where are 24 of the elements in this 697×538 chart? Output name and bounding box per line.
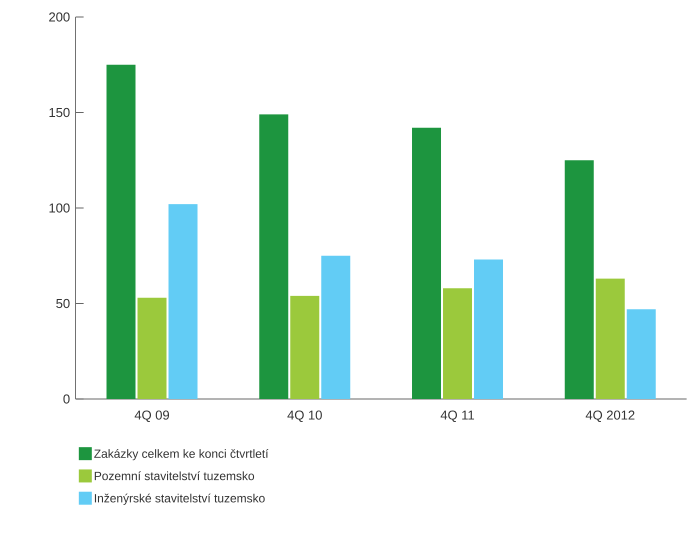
- bar: [412, 128, 442, 399]
- bar: [474, 260, 504, 399]
- bar: [564, 160, 594, 399]
- bar: [596, 278, 625, 399]
- y-tick-label: 100: [49, 203, 70, 213]
- y-tick-label: 150: [49, 108, 70, 118]
- bar: [290, 296, 320, 399]
- x-tick-label: 4Q 09: [134, 410, 170, 422]
- y-tick-label: 0: [63, 394, 70, 404]
- legend-label: Pozemní stavitelství tuzemsko: [94, 471, 254, 480]
- y-tick-label: 50: [56, 298, 70, 308]
- x-tick-label: 4Q 2012: [586, 410, 634, 422]
- bar: [443, 288, 472, 399]
- bar: [168, 204, 198, 399]
- bar: [106, 64, 136, 399]
- x-tick-label: 4Q 10: [287, 410, 322, 422]
- bar: [259, 114, 288, 399]
- legend-label: Inženýrské stavitelství tuzemsko: [94, 494, 265, 505]
- bar: [138, 298, 167, 399]
- y-tick-label: 200: [49, 12, 70, 22]
- bar: [321, 256, 350, 399]
- x-tick-label: 4Q 11: [440, 410, 474, 422]
- legend-label: Zakázky celkem ke konci čtvrtletí: [94, 449, 268, 460]
- bar: [626, 309, 656, 399]
